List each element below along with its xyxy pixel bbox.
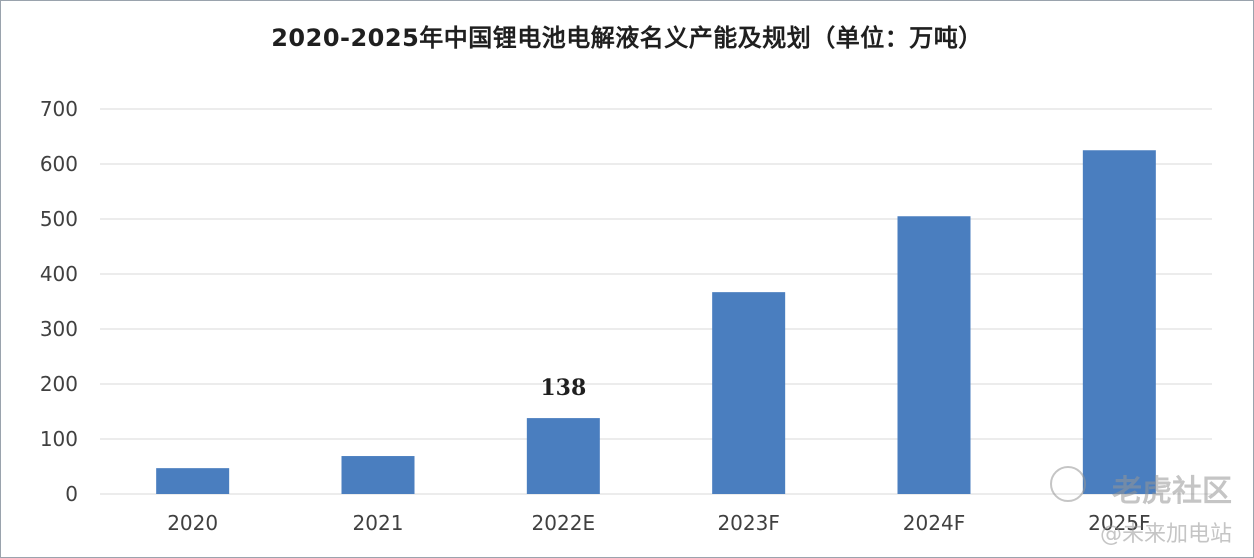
bar-2020 (156, 468, 230, 494)
x-tick-label: 2022E (532, 511, 596, 535)
bar-2023F (712, 292, 786, 494)
bar-2021 (341, 456, 415, 494)
x-tick-label: 2021 (353, 511, 404, 535)
y-tick-label: 700 (40, 97, 78, 121)
chart-title: 2020-2025年中国锂电池电解液名义产能及规划（单位：万吨） (271, 24, 983, 52)
y-tick-label: 300 (40, 317, 78, 341)
watermark-text: 老虎社区 (1112, 474, 1232, 509)
x-tick-label: 2020 (167, 511, 218, 535)
x-axis-ticks: 2020 2021 2022E 2023F 2024F 2025F (167, 511, 1150, 535)
bar-2022E (526, 418, 600, 494)
bar-2025F (1082, 150, 1156, 494)
y-tick-label: 500 (40, 207, 78, 231)
y-tick-label: 400 (40, 262, 78, 286)
bar-2024F (897, 216, 971, 494)
data-labels: 138 (540, 375, 586, 401)
watermark-source: @未来加电站 (1099, 522, 1232, 547)
y-tick-label: 0 (65, 482, 78, 506)
y-axis-ticks: 0 100 200 300 400 500 600 700 (40, 97, 78, 506)
x-tick-label: 2025F (1088, 511, 1150, 535)
y-tick-label: 200 (40, 372, 78, 396)
bars (156, 150, 1156, 494)
watermark-logo-icon (1050, 466, 1086, 502)
x-tick-label: 2023F (717, 511, 779, 535)
y-tick-label: 100 (40, 427, 78, 451)
y-tick-label: 600 (40, 152, 78, 176)
gridlines (100, 108, 1212, 495)
data-label: 138 (540, 375, 586, 401)
x-tick-label: 2024F (903, 511, 965, 535)
